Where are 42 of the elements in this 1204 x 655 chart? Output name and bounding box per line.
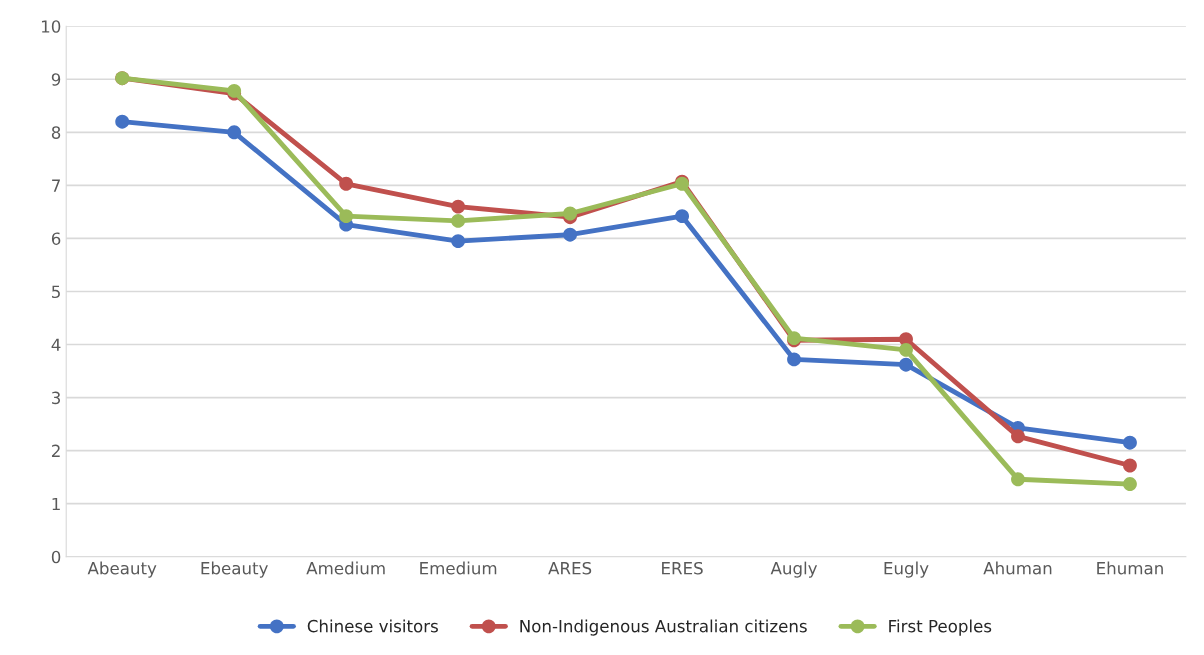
- x-tick-label: Emedium: [420, 561, 497, 575]
- point: [899, 357, 913, 372]
- x-tick-label: Abeauty: [87, 561, 157, 578]
- x-tick-label: Augly: [770, 561, 818, 578]
- point: [1011, 472, 1025, 487]
- point: [563, 206, 578, 221]
- point: [1123, 435, 1137, 450]
- y-tick-label: 0: [51, 550, 61, 564]
- legend-label: Chinese visitors: [307, 619, 438, 633]
- point: [339, 176, 354, 191]
- legend-label: First Peoples: [889, 619, 992, 636]
- point: [899, 342, 913, 357]
- point: [1123, 458, 1137, 473]
- y-tick-label: 2: [51, 444, 60, 457]
- x-tick-label: ARES: [548, 561, 592, 575]
- x-tick-label: Eugly: [884, 561, 929, 578]
- y-tick-label: 5: [52, 285, 60, 299]
- point: [1123, 477, 1137, 492]
- x-tick-label: Ehuman: [1097, 561, 1163, 575]
- point: [563, 227, 578, 242]
- y-tick-label: 6: [51, 232, 61, 245]
- point: [115, 114, 130, 129]
- y-tick-label: 7: [52, 179, 60, 192]
- point: [675, 209, 690, 224]
- x-tick-label: ERES: [662, 561, 703, 575]
- y-tick-label: 1: [52, 497, 60, 511]
- point: [451, 234, 466, 249]
- y-tick-label: 8: [51, 126, 61, 139]
- y-tick-label: 3: [52, 391, 61, 405]
- point: [339, 209, 354, 224]
- x-tick-label: Amedium: [306, 561, 385, 575]
- x-tick-label: Ebeauty: [201, 561, 268, 578]
- point: [451, 213, 466, 228]
- point: [227, 125, 242, 140]
- point: [451, 199, 466, 214]
- y-tick-label: 9: [51, 73, 61, 86]
- y-tick-label: 4: [51, 338, 61, 351]
- point: [787, 352, 801, 367]
- y-tick-label: 10: [41, 20, 61, 33]
- point: [1011, 429, 1025, 444]
- x-tick-label: Ahuman: [983, 561, 1052, 575]
- legend-label: Non-Indigenous Australian citizens: [520, 619, 807, 636]
